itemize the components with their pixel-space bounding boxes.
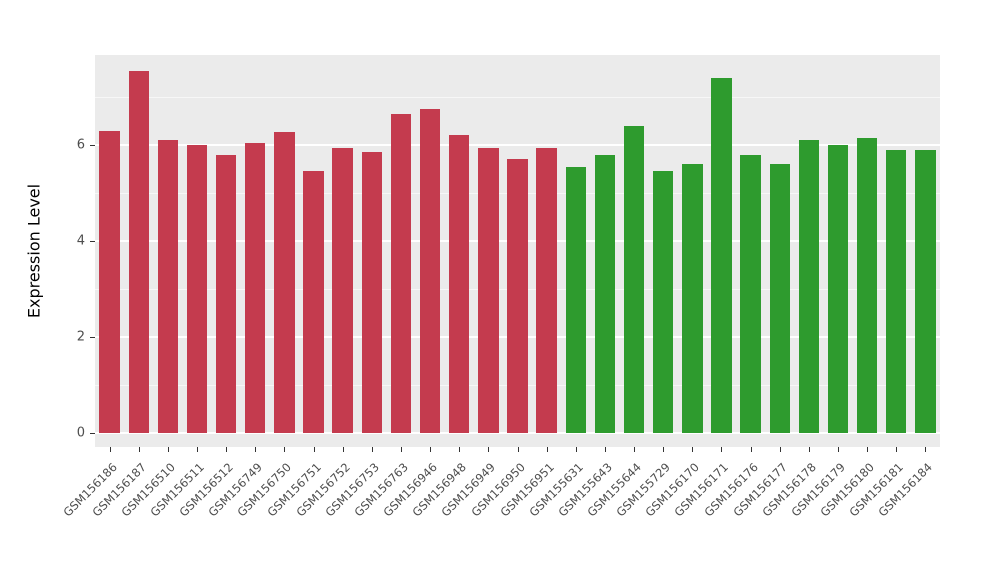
- bar-GSM156170: [682, 164, 703, 433]
- bar-GSM156763: [390, 113, 412, 433]
- x-tick-mark: [575, 447, 577, 452]
- x-tick-mark: [488, 447, 490, 452]
- bar-GSM156179: [827, 145, 849, 433]
- bar-GSM156178: [798, 140, 820, 433]
- gridline-major: [95, 144, 940, 146]
- x-tick-mark: [750, 447, 752, 452]
- x-tick-mark: [896, 447, 898, 452]
- x-tick-mark: [517, 447, 519, 452]
- x-tick-mark: [925, 447, 927, 452]
- y-tick-label: 4: [76, 233, 85, 249]
- x-tick-mark: [808, 447, 810, 452]
- gridline-major: [95, 432, 940, 434]
- y-axis-title: Expression Level: [24, 183, 44, 319]
- bar-GSM156949: [478, 148, 499, 433]
- y-tick-mark: [90, 241, 95, 242]
- x-tick-mark: [721, 447, 723, 452]
- x-tick-mark: [371, 447, 373, 452]
- x-tick-mark: [867, 447, 869, 452]
- bar-GSM155631: [565, 166, 586, 433]
- bar-GSM156177: [769, 164, 790, 433]
- bar-GSM156752: [332, 148, 353, 433]
- bar-GSM156180: [856, 137, 878, 433]
- x-tick-mark: [604, 447, 606, 452]
- bar-GSM156749: [245, 142, 266, 433]
- x-tick-mark: [313, 447, 315, 452]
- bar-GSM156510: [157, 140, 179, 433]
- x-tick-mark: [838, 447, 840, 452]
- x-tick-mark: [430, 447, 432, 452]
- x-tick-mark: [634, 447, 636, 452]
- bar-GSM156187: [128, 70, 149, 433]
- x-tick-mark: [546, 447, 548, 452]
- x-tick-mark: [284, 447, 286, 452]
- y-tick-mark: [90, 145, 95, 146]
- chart-panel: [95, 55, 940, 447]
- x-tick-mark: [400, 447, 402, 452]
- bar-GSM156176: [740, 154, 761, 433]
- bar-GSM155644: [623, 125, 645, 433]
- bar-GSM156950: [507, 159, 528, 433]
- x-tick-mark: [255, 447, 257, 452]
- bar-GSM156951: [536, 148, 557, 433]
- x-tick-mark: [167, 447, 169, 452]
- y-tick-mark: [90, 337, 95, 338]
- bar-GSM156750: [274, 131, 295, 433]
- bar-GSM156512: [215, 154, 237, 433]
- y-tick-label: 2: [76, 329, 85, 345]
- y-tick-mark: [90, 433, 95, 434]
- y-tick-label: 0: [76, 425, 85, 441]
- bar-GSM156948: [449, 135, 470, 433]
- bar-GSM156753: [361, 152, 382, 433]
- x-tick-mark: [459, 447, 461, 452]
- y-tick-label: 6: [76, 137, 85, 153]
- x-tick-mark: [692, 447, 694, 452]
- x-tick-mark: [342, 447, 344, 452]
- x-tick-mark: [663, 447, 665, 452]
- bar-GSM156946: [419, 109, 441, 433]
- bar-GSM156751: [303, 171, 324, 433]
- bar-GSM155729: [652, 171, 674, 433]
- gridline-minor: [95, 97, 940, 98]
- bar-GSM155643: [594, 154, 616, 433]
- x-tick-mark: [196, 447, 198, 452]
- x-tick-mark: [109, 447, 111, 452]
- x-tick-mark: [779, 447, 781, 452]
- x-tick-mark: [138, 447, 140, 452]
- bar-GSM156184: [915, 149, 936, 433]
- bar-GSM156181: [886, 149, 907, 433]
- x-tick-mark: [226, 447, 228, 452]
- bar-GSM156186: [99, 130, 120, 433]
- bar-GSM156511: [186, 145, 208, 433]
- bar-GSM156171: [711, 77, 732, 433]
